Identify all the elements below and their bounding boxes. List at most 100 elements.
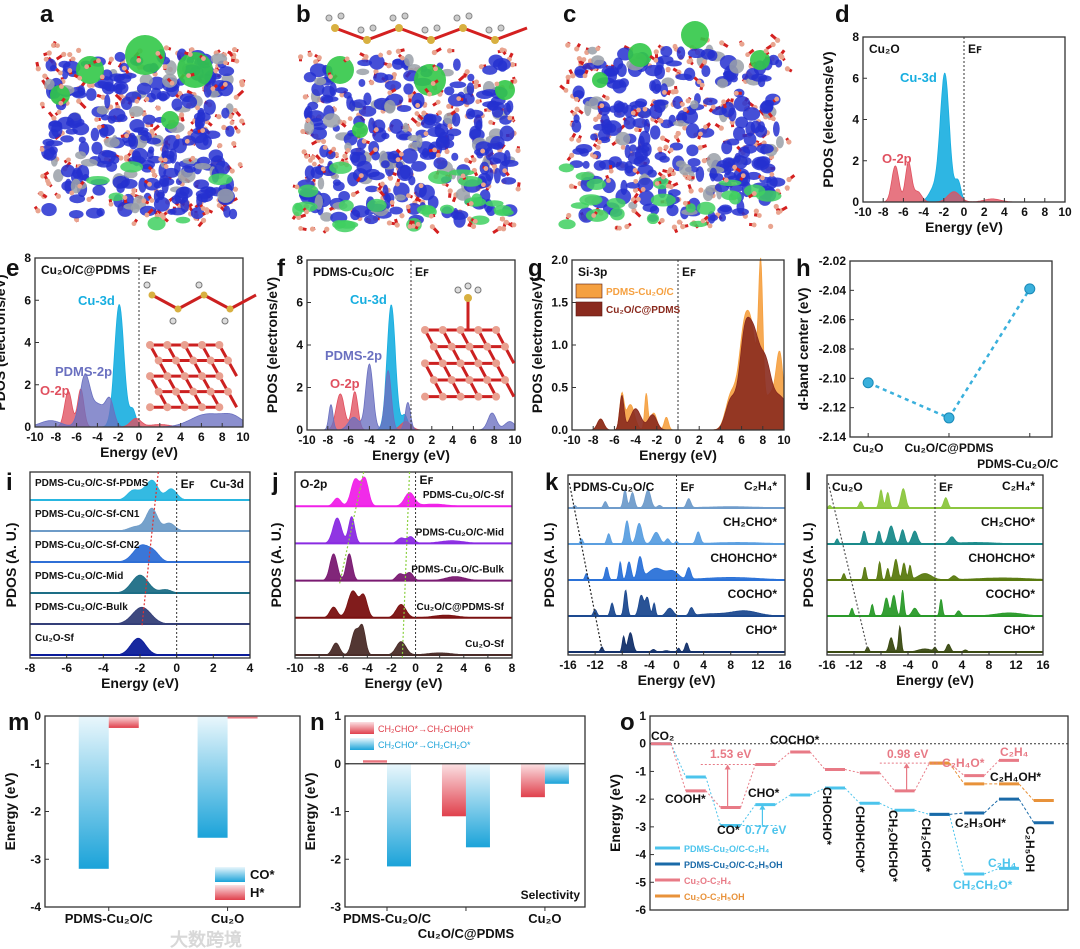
cu-atom bbox=[43, 56, 49, 62]
cu-atom bbox=[237, 162, 243, 167]
cu-atom bbox=[189, 47, 195, 53]
charge-density-blob bbox=[587, 46, 598, 55]
x-tick-label: 10 bbox=[236, 430, 250, 444]
charge-density-blob bbox=[364, 214, 379, 225]
charge-density-blob bbox=[434, 122, 442, 130]
cu-atom bbox=[163, 372, 172, 381]
x-tick-label: -10 bbox=[563, 433, 581, 447]
x-tick-label: 0 bbox=[932, 658, 939, 672]
x-axis-title: Energy (eV) bbox=[925, 219, 1003, 235]
charge-density-green bbox=[336, 220, 359, 229]
x-tick-label: -10 bbox=[286, 661, 304, 675]
y-axis-title: Energy (eV) bbox=[607, 774, 623, 852]
y-tick-label: 4 bbox=[296, 338, 303, 352]
charge-density-blob bbox=[743, 132, 757, 146]
charge-density-blob bbox=[211, 73, 222, 80]
cu-atom bbox=[391, 72, 397, 78]
cu-atom bbox=[659, 217, 665, 224]
cu-atom bbox=[438, 326, 447, 334]
pathway-connector bbox=[809, 787, 826, 796]
cu-atom bbox=[206, 356, 215, 365]
row-label: PDMS-Cu₂O/C-Sf-PDMS bbox=[35, 478, 149, 489]
cu-atom bbox=[67, 68, 73, 73]
pathway-connector bbox=[1018, 783, 1035, 801]
cu-atom bbox=[632, 187, 639, 193]
h-atom bbox=[357, 26, 365, 34]
intermediate-label: CH₂OHCHO* bbox=[886, 810, 900, 882]
cu-atom bbox=[394, 222, 400, 228]
charge-density-blob bbox=[635, 145, 650, 153]
panel-system-label: Cu₂O bbox=[869, 42, 900, 56]
x-tick-label: -8 bbox=[25, 661, 36, 675]
fermi-level-label: Eꜰ bbox=[968, 42, 982, 56]
pathway-connector bbox=[914, 809, 930, 815]
category-label: Cu₂O bbox=[211, 911, 244, 926]
charge-density-green bbox=[297, 184, 319, 198]
cu-atom bbox=[483, 166, 489, 171]
cu-atom bbox=[379, 181, 385, 187]
charge-density-blob bbox=[734, 152, 741, 163]
charge-density-blob bbox=[660, 119, 673, 129]
x-axis-title: Energy (eV) bbox=[101, 675, 179, 691]
h--bar bbox=[108, 716, 139, 728]
h-atom bbox=[433, 24, 441, 32]
d-band-point bbox=[862, 377, 874, 389]
cu-atom bbox=[595, 145, 601, 150]
charge-density-blob bbox=[80, 158, 98, 167]
charge-density-blob bbox=[768, 54, 780, 66]
x-tick-label: 10 bbox=[1058, 205, 1072, 219]
legend-label: Cu₂O/C@PDMS bbox=[606, 305, 681, 316]
intermediate-label: CO* bbox=[717, 823, 740, 837]
cu-atom bbox=[454, 107, 460, 113]
charge-density-blob bbox=[593, 160, 606, 171]
cu-atom bbox=[421, 326, 429, 334]
intermediate-label: CHO* bbox=[748, 786, 780, 800]
si-atom bbox=[148, 291, 156, 299]
charge-density-blob bbox=[624, 144, 631, 159]
charge-density-green bbox=[585, 209, 609, 222]
pdms-bond bbox=[494, 26, 528, 42]
panel-label-j: j bbox=[271, 469, 279, 496]
cu-atom bbox=[421, 359, 429, 368]
pdms-2p-label: PDMS-2p bbox=[55, 364, 112, 379]
intermediate-label: 0.98 eV bbox=[887, 747, 928, 761]
h-atom bbox=[474, 286, 482, 294]
cu-atom bbox=[665, 66, 671, 72]
cu-atom bbox=[696, 79, 702, 85]
legend-swatch bbox=[350, 722, 374, 734]
charge-density-blob bbox=[171, 194, 182, 205]
cu-atom bbox=[232, 186, 238, 192]
ch-cho-ch-ch-o--bar bbox=[387, 763, 411, 867]
charge-density-blob bbox=[104, 94, 111, 109]
charge-density-blob bbox=[304, 119, 315, 135]
charge-density-blob bbox=[742, 144, 758, 154]
cu-atom bbox=[77, 75, 83, 81]
cu-atom bbox=[739, 41, 745, 47]
pathway-connector bbox=[740, 764, 756, 808]
cu-atom bbox=[162, 157, 168, 163]
charge-density-blob bbox=[634, 98, 648, 108]
cu-atom bbox=[569, 152, 575, 158]
charge-density-blob bbox=[466, 82, 475, 96]
cu-atom bbox=[151, 172, 157, 178]
charge-density-blob bbox=[203, 99, 216, 115]
charge-density-blob bbox=[676, 46, 686, 60]
cu-atom bbox=[698, 187, 704, 193]
cu-atom bbox=[509, 62, 516, 68]
pdms-bond bbox=[430, 26, 464, 42]
cu-atom bbox=[599, 103, 605, 109]
cu-atom bbox=[141, 198, 147, 204]
charge-density-blob bbox=[62, 60, 81, 75]
y-tick-label: -2.12 bbox=[819, 401, 847, 415]
cu-atom bbox=[471, 157, 477, 163]
cu-atom bbox=[456, 326, 465, 334]
system-label: O-2p bbox=[300, 477, 327, 491]
y-tick-label: 0.5 bbox=[551, 381, 568, 395]
y-axis-title: PDOS (A. U.) bbox=[268, 523, 284, 608]
cu-atom bbox=[456, 359, 465, 368]
cu-atom bbox=[682, 200, 688, 206]
x-tick-label: 2 bbox=[156, 430, 163, 444]
cu-atom bbox=[395, 157, 401, 163]
category-label: Cu₂O/C@PDMS bbox=[418, 926, 515, 941]
cu-atom bbox=[373, 127, 379, 133]
